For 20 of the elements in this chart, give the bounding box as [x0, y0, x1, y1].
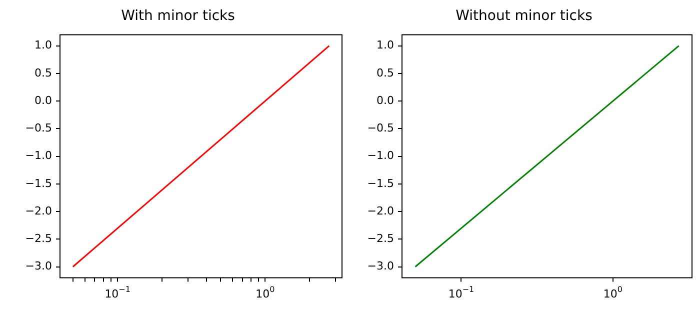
chart-title: With minor ticks [121, 8, 235, 24]
y-tick-label: −0.5 [25, 122, 52, 135]
y-tick-label: −2.0 [367, 204, 394, 218]
y-tick-label: 1.0 [34, 38, 52, 52]
y-tick-label: −1.0 [367, 149, 394, 162]
y-tick-label: −1.5 [367, 176, 394, 190]
chart-title: Without minor ticks [456, 8, 592, 24]
y-tick-label: 1.0 [376, 38, 394, 52]
y-tick-label: −3.0 [25, 260, 52, 273]
y-tick-label: −2.5 [367, 232, 394, 245]
y-tick-label: −0.5 [367, 122, 394, 135]
y-tick-label: 0.5 [34, 66, 52, 80]
y-tick-label: −1.0 [25, 149, 52, 162]
y-tick-label: −3.0 [367, 260, 394, 273]
y-tick-label: −1.5 [25, 176, 52, 190]
y-tick-label: −2.5 [25, 232, 52, 245]
y-tick-label: 0.0 [376, 94, 394, 107]
y-tick-label: −2.0 [25, 204, 52, 218]
y-tick-label: 0.0 [34, 94, 52, 107]
y-tick-label: 0.5 [376, 66, 394, 80]
